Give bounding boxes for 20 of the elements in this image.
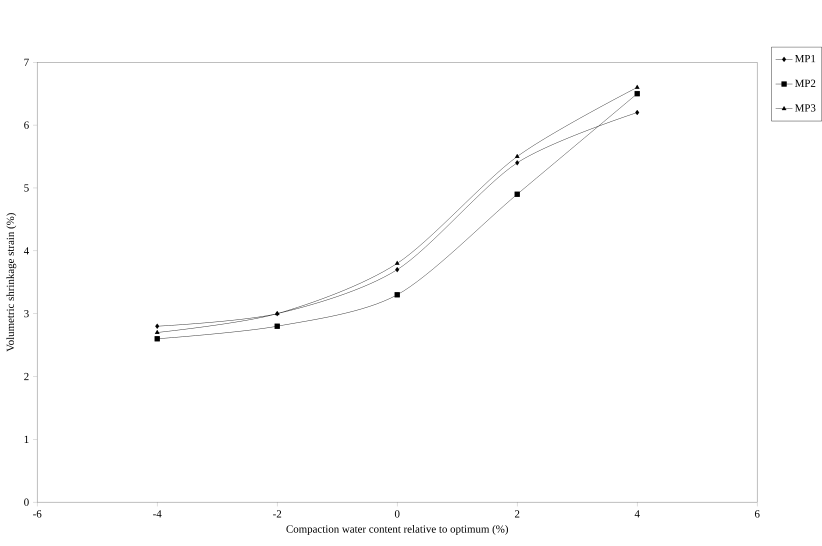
y-tick-label: 1 bbox=[24, 436, 28, 443]
x-tick-label: 6 bbox=[754, 510, 760, 518]
x-tick-label: 4 bbox=[634, 510, 640, 518]
y-tick-label: 4 bbox=[24, 247, 29, 254]
y-axis-title: Volumetric shrinkage strain (%) bbox=[6, 213, 16, 352]
y-tick-label: 6 bbox=[24, 121, 29, 129]
legend-label: MP2 bbox=[795, 80, 816, 87]
x-axis-title: Compaction water content relative to optimum (%) bbox=[286, 524, 508, 535]
y-tick-label: 5 bbox=[24, 184, 29, 192]
x-tick-label: 2 bbox=[514, 510, 520, 518]
x-tick-label: -2 bbox=[273, 510, 282, 518]
legend-label: MP1 bbox=[795, 54, 816, 62]
y-tick-label: 3 bbox=[24, 310, 29, 318]
legend-label: MP3 bbox=[795, 104, 816, 112]
y-tick-label: 0 bbox=[24, 498, 29, 506]
y-tick-label: 7 bbox=[24, 58, 29, 66]
x-tick-label: 0 bbox=[394, 510, 400, 518]
y-tick-label: 2 bbox=[24, 372, 29, 380]
x-tick-label: -6 bbox=[33, 510, 42, 518]
x-tick-label: -4 bbox=[153, 510, 162, 518]
